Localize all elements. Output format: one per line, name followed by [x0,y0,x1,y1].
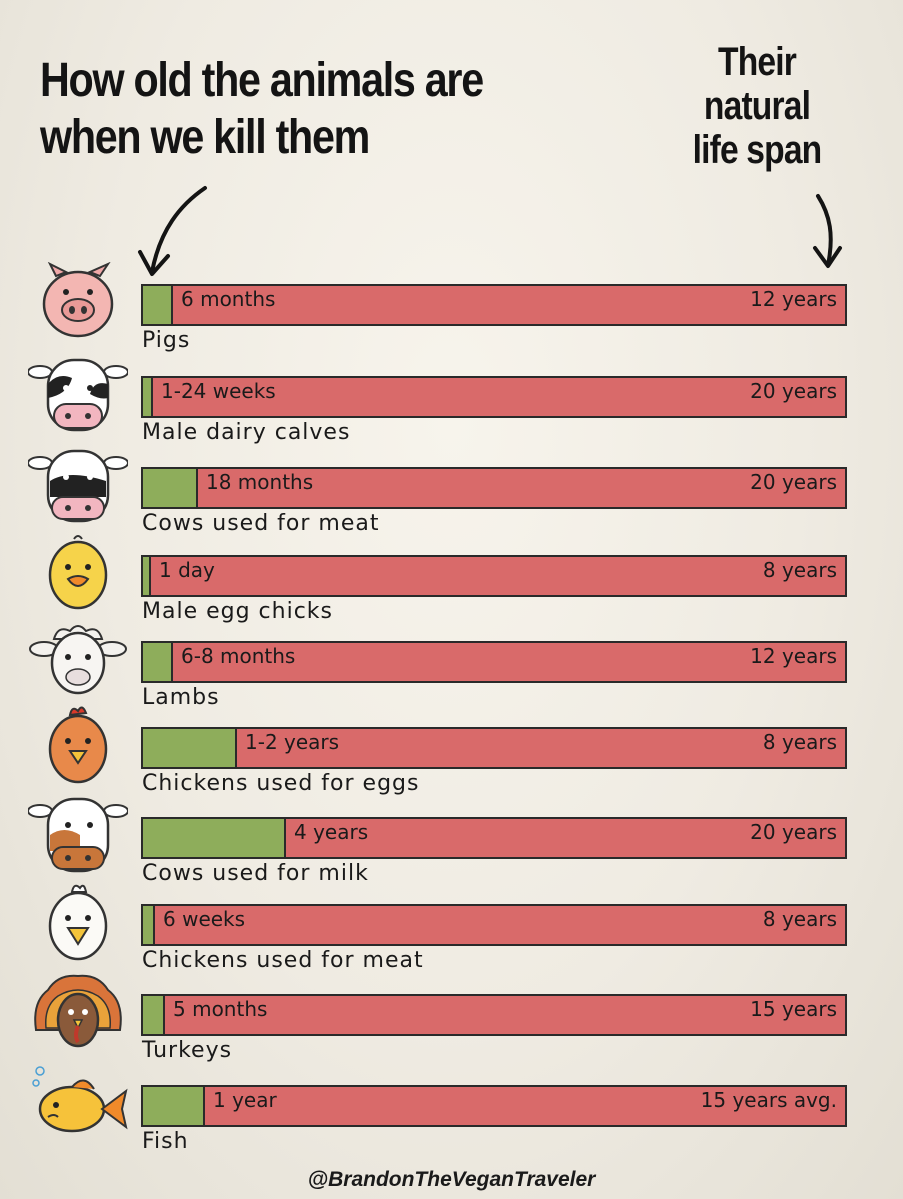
animal-name: Chickens used for meat [142,948,424,973]
kill-age-arrow [150,186,207,274]
chart-row: 1-24 weeks 20 years Male dairy calves [0,0,903,445]
chicken-icon [28,882,128,962]
fish-icon [28,1063,128,1143]
cow-icon [27,445,129,525]
lifespan-bar: 5 months 15 years [141,994,847,1036]
kill-age-label: 4 years [294,820,369,844]
kill-age-bar [143,906,155,944]
chart-row: 4 years 20 years Cows used for milk [0,0,903,886]
lamb-icon [28,619,128,699]
lifespan-bar: 6 months 12 years [141,284,847,326]
turkey-icon [28,972,128,1052]
kill-age-bar [143,819,286,857]
lifespan-bar: 6 weeks 8 years [141,904,847,946]
kill-age-bar [143,557,151,595]
lifespan-bar: 1 year 15 years avg. [141,1085,847,1127]
kill-age-label: 6-8 months [181,644,296,668]
lifespan-label: 8 years [762,558,837,582]
lifespan-label: 12 years [750,287,837,311]
lifespan-bar: 4 years 20 years [141,817,847,859]
annotation-arrows [138,186,842,276]
pig-icon [28,261,128,342]
animal-name: Cows used for meat [142,511,380,536]
animal-name: Male egg chicks [142,599,334,624]
lifespan-arrow [816,194,833,267]
lifespan-label: 12 years [750,644,837,668]
dairy-cow-icon [27,795,129,875]
animal-name: Lambs [142,685,220,710]
chart-row: 1-2 years 8 years Chickens used for eggs [0,0,903,796]
lifespan-heading: Their natural life span [692,40,823,172]
kill-age-label: 6 weeks [163,907,246,931]
chart-row: 6 months 12 years Pigs [0,0,903,353]
lifespan-bar: 6-8 months 12 years [141,641,847,683]
kill-age-bar [143,286,173,324]
kill-age-label: 1 day [159,558,215,582]
kill-age-bar [143,643,173,681]
kill-age-label: 6 months [181,287,276,311]
lifespan-label: 8 years [762,730,837,754]
lifespan-label: 20 years [750,470,837,494]
chart-row: 18 months 20 years Cows used for meat [0,0,903,536]
chart-row: 6-8 months 12 years Lambs [0,0,903,710]
chart-row: 1 year 15 years avg. Fish [0,0,903,1154]
lifespan-label: 20 years [750,820,837,844]
chart-row: 1 day 8 years Male egg chicks [0,0,903,624]
lifespan-label: 8 years [762,907,837,931]
credit-handle: @BrandonTheVeganTraveler [307,1168,596,1191]
chart-title: How old the animals are when we kill the… [40,54,484,164]
chart-row: 6 weeks 8 years Chickens used for meat [0,0,903,973]
animal-name: Chickens used for eggs [142,771,420,796]
animal-name: Fish [142,1129,189,1154]
chart-row: 5 months 15 years Turkeys [0,0,903,1063]
lifespan-bar: 1-24 weeks 20 years [141,376,847,418]
kill-age-bar [143,729,237,767]
lifespan-label: 15 years [750,997,837,1021]
lifespan-label: 15 years avg. [700,1088,837,1112]
animal-name: Cows used for milk [142,861,369,886]
animal-name: Turkeys [142,1038,233,1063]
kill-age-bar [143,469,198,507]
kill-age-bar [143,378,153,416]
kill-age-label: 1-24 weeks [161,379,276,403]
animal-name: Pigs [142,328,191,353]
hen-icon [28,705,128,785]
lifespan-bar: 18 months 20 years [141,467,847,509]
kill-age-label: 1-2 years [245,730,340,754]
lifespan-label: 20 years [750,379,837,403]
kill-age-label: 18 months [206,470,314,494]
kill-age-label: 1 year [213,1088,277,1112]
calf-icon [27,354,129,434]
animal-name: Male dairy calves [142,420,351,445]
lifespan-bar: 1 day 8 years [141,555,847,597]
kill-age-bar [143,1087,205,1125]
lifespan-bar: 1-2 years 8 years [141,727,847,769]
chick-icon [28,533,128,613]
kill-age-label: 5 months [173,997,268,1021]
kill-age-bar [143,996,165,1034]
